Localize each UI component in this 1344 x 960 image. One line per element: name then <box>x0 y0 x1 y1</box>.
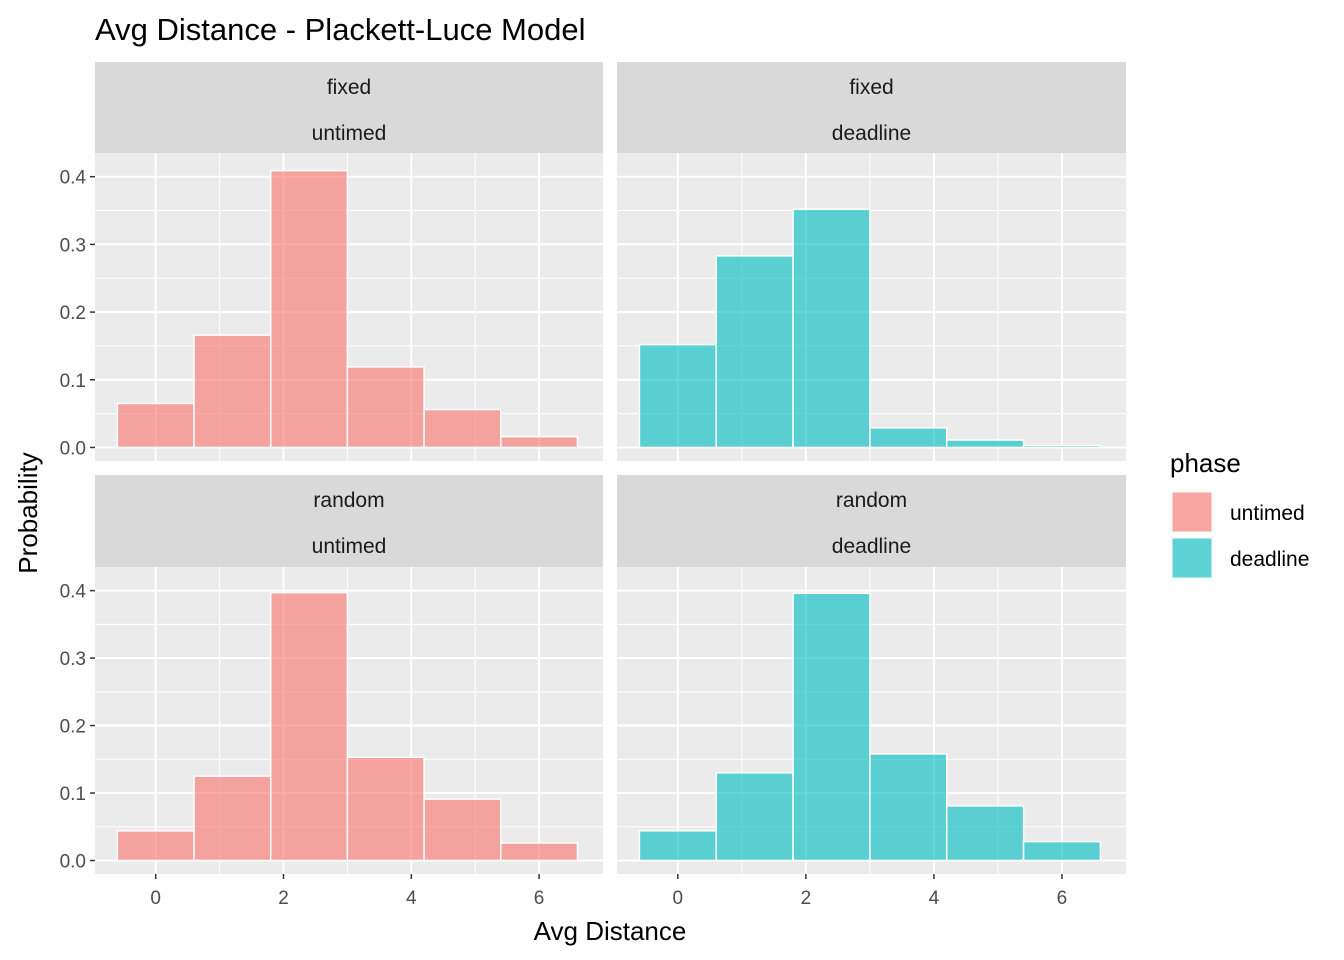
legend-title: phase <box>1170 448 1241 478</box>
histogram-bar <box>869 753 948 862</box>
histogram-bar <box>945 439 1025 449</box>
histogram-bar <box>193 334 272 449</box>
chart-title: Avg Distance - Plackett-Luce Model <box>95 12 586 47</box>
histogram-bar <box>638 830 717 862</box>
y-axis-tick-label: 0.2 <box>60 717 86 738</box>
y-axis-tick-label: 0.1 <box>60 371 86 392</box>
facet-panel: fixed untimed 0.0 0.1 0.2 0.3 0.4 <box>60 62 603 461</box>
histogram-bar <box>715 255 794 449</box>
facet-panels: fixed untimed 0.0 0.1 0.2 0.3 0.4 fixed deadline… <box>60 62 1126 879</box>
facet-strip-label: deadline <box>832 535 911 558</box>
x-axis-tick-label: 2 <box>801 888 812 909</box>
x-axis-tick-label: 4 <box>929 888 940 909</box>
histogram-bar <box>116 830 195 862</box>
facet-strip <box>617 475 1126 567</box>
y-axis-tick-label: 0.2 <box>60 303 86 324</box>
y-axis-title: Probability <box>13 452 43 573</box>
facet-strip-label: fixed <box>327 76 371 99</box>
facet-strip-label: deadline <box>832 122 911 145</box>
histogram-bar <box>638 343 717 449</box>
histogram-bar <box>500 842 579 862</box>
histogram-bar <box>346 366 425 449</box>
x-axis-tick-label: 2 <box>278 888 289 909</box>
histogram-bar <box>792 208 871 449</box>
histogram-bar <box>792 592 871 862</box>
x-axis-tick-label: 6 <box>1057 888 1068 909</box>
histogram-bar <box>193 775 272 862</box>
y-axis-tick-label: 0.4 <box>60 168 87 189</box>
histogram-bar <box>1022 444 1102 449</box>
histogram-bar <box>423 798 502 862</box>
facet-strip-label: random <box>836 489 907 512</box>
histogram-bar <box>500 435 579 449</box>
histogram-bar <box>269 169 349 449</box>
x-axis-tick-label: 0 <box>150 888 161 909</box>
y-axis-tick-label: 0.0 <box>60 852 86 873</box>
x-axis-tick-label: 0 <box>673 888 684 909</box>
x-axis-title: Avg Distance <box>534 916 687 946</box>
x-axis-tick-labels: 0 2 4 6 0 2 4 6 <box>150 888 1067 909</box>
facet-strip-label: random <box>313 489 384 512</box>
x-axis-tick-label: 6 <box>534 888 545 909</box>
histogram-bar <box>269 591 349 862</box>
facet-panel: random deadline <box>617 475 1126 879</box>
facet-strip <box>95 62 603 153</box>
facet-strip-label: untimed <box>312 535 387 558</box>
y-axis-tick-label: 0.3 <box>60 235 86 256</box>
facet-panel: fixed deadline <box>617 62 1126 461</box>
histogram-bar <box>945 805 1025 862</box>
legend-label: deadline <box>1230 548 1309 571</box>
facet-strip <box>617 62 1126 153</box>
histogram-bar <box>715 772 794 862</box>
histogram-bar <box>423 408 502 449</box>
facet-strip <box>95 475 603 567</box>
legend-label: untimed <box>1230 502 1305 525</box>
histogram-bar <box>116 402 195 449</box>
histogram-bar <box>869 427 948 449</box>
facet-strip-label: fixed <box>849 76 893 99</box>
legend-swatch <box>1171 491 1213 533</box>
facet-panel: random untimed 0.0 0.1 0.2 0.3 0.4 <box>60 475 603 879</box>
y-axis-tick-label: 0.1 <box>60 784 86 805</box>
histogram-bar <box>346 756 425 862</box>
y-axis-tick-label: 0.3 <box>60 649 86 670</box>
legend-swatch <box>1171 537 1213 579</box>
y-axis-tick-label: 0.4 <box>60 582 87 603</box>
facet-strip-label: untimed <box>312 122 387 145</box>
histogram-bar <box>1022 840 1102 862</box>
legend: phase untimed deadline <box>1170 448 1309 579</box>
x-axis-tick-label: 4 <box>406 888 417 909</box>
y-axis-tick-label: 0.0 <box>60 438 86 459</box>
